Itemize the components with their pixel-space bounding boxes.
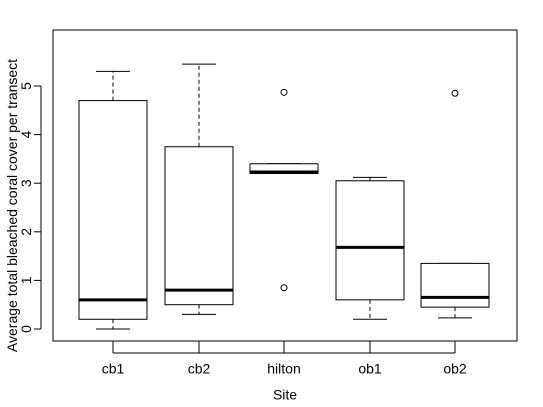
- y-tick-label-5: 5: [18, 82, 34, 90]
- outlier-point-hilton-0: [280, 88, 288, 96]
- box-body-cb1: [78, 100, 148, 320]
- y-tick-label-4: 4: [18, 130, 34, 138]
- x-tick-label-cb2: cb2: [188, 360, 211, 376]
- box-cb1: [78, 70, 148, 330]
- box-body-ob1: [335, 180, 405, 301]
- box-hilton: [249, 88, 319, 292]
- x-tick-label-cb1: cb1: [102, 360, 125, 376]
- outlier-point-hilton-1: [280, 284, 288, 292]
- x-tick-label-hilton: hilton: [267, 360, 300, 376]
- y-tick-label-3: 3: [18, 179, 34, 187]
- x-tick-label-ob2: ob2: [443, 360, 467, 376]
- box-ob1: [335, 176, 405, 320]
- box-ob2: [420, 89, 490, 319]
- outlier-point-ob2-0: [451, 89, 459, 97]
- x-axis-label: Site: [273, 386, 297, 402]
- plot-frame: [52, 29, 518, 342]
- y-axis-label: Average total bleached coral cover per t…: [4, 59, 20, 352]
- x-tick-label-ob1: ob1: [358, 360, 382, 376]
- box-body-cb2: [164, 146, 234, 306]
- box-cb2: [164, 63, 234, 315]
- y-tick-label-0: 0: [18, 325, 34, 333]
- y-tick-label-2: 2: [18, 228, 34, 236]
- y-tick-label-1: 1: [18, 276, 34, 284]
- box-body-ob2: [420, 262, 490, 308]
